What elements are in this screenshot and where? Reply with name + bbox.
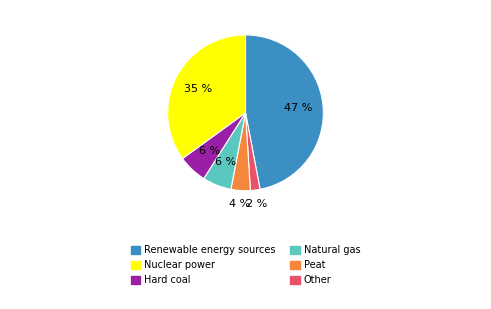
Wedge shape [183, 113, 246, 179]
Wedge shape [167, 35, 246, 159]
Wedge shape [231, 113, 250, 191]
Wedge shape [204, 113, 246, 189]
Text: 4 %: 4 % [229, 200, 250, 210]
Wedge shape [246, 113, 260, 191]
Text: 2 %: 2 % [246, 199, 268, 209]
Text: 6 %: 6 % [199, 146, 220, 156]
Text: 6 %: 6 % [216, 157, 237, 167]
Legend: Renewable energy sources, Nuclear power, Hard coal, Natural gas, Peat, Other: Renewable energy sources, Nuclear power,… [129, 243, 362, 287]
Text: 35 %: 35 % [184, 84, 213, 94]
Text: 47 %: 47 % [284, 103, 312, 113]
Wedge shape [246, 35, 324, 189]
